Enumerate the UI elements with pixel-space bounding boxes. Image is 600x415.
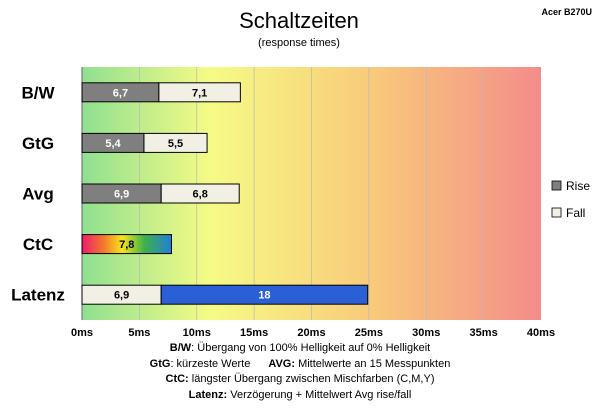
x-tick-label: 20ms bbox=[297, 327, 325, 339]
footnote-bw: B/W: Übergang von 100% Helligkeit auf 0%… bbox=[0, 341, 600, 357]
footnote-ctc-key: CtC: bbox=[165, 373, 189, 385]
bars-group: 6,7 7,1 5,4 5,5 6,9 6,8 7,8 6,9 18 bbox=[81, 82, 369, 305]
data-label: 7,8 bbox=[119, 239, 134, 251]
x-tick-label: 35ms bbox=[470, 327, 498, 339]
bar bbox=[160, 183, 240, 204]
category-label: CtC bbox=[23, 235, 53, 254]
legend-swatch-fall bbox=[551, 207, 562, 218]
chart-title: Schaltzeiten bbox=[239, 8, 359, 33]
footnote-ctc-text: längster Übergang zwischen Mischfarben (… bbox=[188, 373, 435, 385]
data-label: 7,1 bbox=[192, 87, 207, 99]
data-label: 6,9 bbox=[114, 189, 129, 201]
data-label: 6,8 bbox=[193, 189, 208, 201]
bar bbox=[160, 284, 369, 305]
footnote-gtg-text: : kürzeste Werte bbox=[170, 357, 251, 370]
x-tick-labels: 0ms 5ms 10ms 15ms 20ms 25ms 30ms 35ms 40ms bbox=[71, 327, 555, 339]
x-tick-label: 40ms bbox=[527, 327, 555, 339]
legend-label-fall: Fall bbox=[566, 206, 585, 220]
data-label: 6,9 bbox=[114, 290, 129, 302]
category-label: B/W bbox=[21, 83, 55, 102]
bar bbox=[143, 132, 208, 153]
data-label: 5,5 bbox=[168, 138, 183, 150]
data-label: 18 bbox=[258, 290, 270, 302]
x-tick-label: 0ms bbox=[71, 327, 93, 339]
x-tick-label: 10ms bbox=[183, 327, 211, 339]
footnote-gtg-avg: GtG: kürzeste Werte AVG: Mittelwerte an 1… bbox=[0, 357, 600, 373]
footnote-bw-key: B/W bbox=[169, 342, 192, 354]
footnote-ctc: CtC: längster Übergang zwischen Mischfar… bbox=[0, 372, 600, 388]
footnote-latenz-text: Verzögerung + Mittelwert Avg rise/fall bbox=[227, 388, 412, 401]
footnote-bw-text: : Übergang von 100% Helligkeit auf 0% He… bbox=[191, 342, 431, 354]
legend-swatch-rise bbox=[551, 180, 562, 191]
category-label: Avg bbox=[22, 185, 54, 204]
chart-subtitle: (response times) bbox=[258, 37, 340, 49]
monitor-model-label: Acer B270U bbox=[541, 7, 592, 17]
x-tick-label: 5ms bbox=[128, 327, 150, 339]
bar bbox=[158, 82, 241, 103]
footnote-avg-key: AVG: bbox=[268, 357, 296, 370]
footnote-avg-text: Mittelwerte an 15 Messpunkten bbox=[295, 357, 451, 370]
legend-label-rise: Rise bbox=[566, 179, 590, 193]
footnote-gtg-key: GtG bbox=[149, 357, 171, 370]
category-label: Latenz bbox=[11, 286, 65, 305]
x-tick-label: 15ms bbox=[240, 327, 268, 339]
x-tick-label: 30ms bbox=[412, 327, 440, 339]
category-label: GtG bbox=[22, 134, 54, 153]
bar bbox=[81, 234, 173, 255]
footnotes: B/W: Übergang von 100% Helligkeit auf 0%… bbox=[0, 341, 600, 403]
footnote-latenz: Latenz: Verzögerung + Mittelwert Avg ris… bbox=[0, 388, 600, 404]
data-label: 6,7 bbox=[113, 87, 128, 99]
footnote-latenz-key: Latenz: bbox=[188, 388, 228, 401]
legend: Rise Fall bbox=[551, 179, 590, 220]
category-labels: B/W GtG Avg CtC Latenz bbox=[11, 83, 65, 304]
data-label: 5,4 bbox=[105, 138, 121, 150]
x-tick-label: 25ms bbox=[355, 327, 383, 339]
